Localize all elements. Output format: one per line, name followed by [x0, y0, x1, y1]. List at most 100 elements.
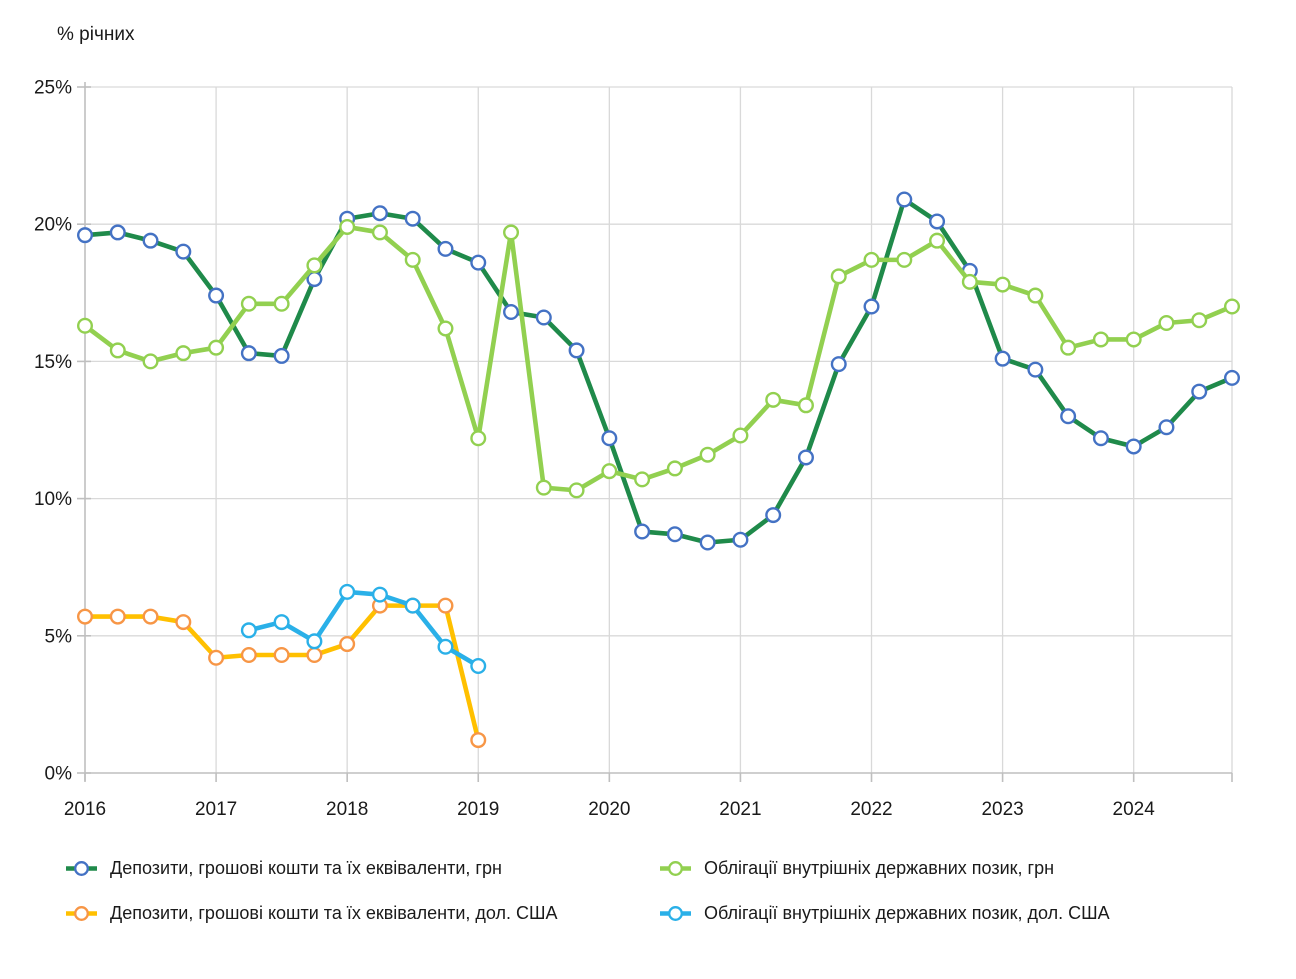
series-1-point	[929, 232, 946, 249]
series-1-point	[240, 295, 257, 312]
legend-marker-bonds-uah-icon	[660, 861, 691, 876]
series-1-point	[797, 397, 814, 414]
series-2-point	[76, 608, 93, 625]
series-0-point	[666, 526, 683, 543]
series-2-point	[175, 614, 192, 631]
legend-item-bonds-usd: Облігації внутрішніх державних позик, до…	[660, 903, 1110, 924]
series-2-point	[208, 649, 225, 666]
x-tick-label: 2019	[457, 799, 499, 820]
series-0-point	[109, 224, 126, 241]
series-1-point	[896, 251, 913, 268]
y-tick-label: 5%	[45, 626, 73, 647]
x-tick-label: 2024	[1113, 799, 1156, 820]
series-1-point	[503, 224, 520, 241]
chart-title: % річних	[57, 24, 135, 45]
series-1-point	[994, 276, 1011, 293]
series-1-point	[1158, 314, 1175, 331]
series-3-point	[273, 614, 290, 631]
series-3-point	[339, 583, 356, 600]
series-0-point	[1223, 369, 1240, 386]
series-0-point	[1191, 383, 1208, 400]
series-1-point	[1191, 312, 1208, 329]
y-tick-label: 0%	[45, 764, 73, 785]
series-1-point	[568, 482, 585, 499]
series-0-point	[503, 304, 520, 321]
series-2-point	[339, 636, 356, 653]
series-1-point	[273, 295, 290, 312]
series-0-point	[896, 191, 913, 208]
x-tick-label: 2023	[981, 799, 1023, 820]
series-line-0	[82, 197, 1235, 545]
series-1-point	[830, 268, 847, 285]
series-0-point	[1060, 408, 1077, 425]
series-1-point	[634, 471, 651, 488]
series-1-point	[601, 463, 618, 480]
series-0-point	[994, 350, 1011, 367]
legend-item-deposits-uah: Депозити, грошові кошти та їх еквівалент…	[66, 858, 660, 879]
series-1-point	[961, 273, 978, 290]
legend-item-deposits-usd: Депозити, грошові кошти та їх еквівалент…	[66, 903, 660, 924]
legend-marker-bonds-usd-icon	[660, 906, 691, 921]
series-2-point	[273, 647, 290, 664]
series-3-point	[437, 638, 454, 655]
series-0-point	[470, 254, 487, 271]
series-0-point	[1158, 419, 1175, 436]
series-1-point	[109, 342, 126, 359]
series-0-point	[273, 347, 290, 364]
series-1-point	[76, 317, 93, 334]
series-0-point	[797, 449, 814, 466]
series-0-point	[1125, 438, 1142, 455]
series-0-point	[568, 342, 585, 359]
series-2-point	[142, 608, 159, 625]
series-1-point	[437, 320, 454, 337]
series-1-point	[863, 251, 880, 268]
series-0-point	[634, 523, 651, 540]
series-1-point	[666, 460, 683, 477]
series-0-point	[699, 534, 716, 551]
series-0-point	[830, 356, 847, 373]
legend-label-bonds-usd: Облігації внутрішніх державних позик, до…	[704, 903, 1110, 923]
x-tick-label: 2016	[64, 799, 106, 820]
series-0-point	[240, 345, 257, 362]
series-0-point	[1027, 361, 1044, 378]
series-3-point	[470, 657, 487, 674]
series-1-point	[1092, 331, 1109, 348]
legend-item-bonds-uah: Облігації внутрішніх державних позик, гр…	[660, 858, 1110, 879]
series-0-point	[535, 309, 552, 326]
x-tick-label: 2017	[195, 799, 237, 820]
series-1-point	[1060, 339, 1077, 356]
series-1-point	[371, 224, 388, 241]
series-1-point	[765, 391, 782, 408]
series-1-point	[339, 218, 356, 235]
series-3-point	[240, 622, 257, 639]
legend-marker-deposits-uah-icon	[66, 861, 97, 876]
series-1-point	[1027, 287, 1044, 304]
series-1-point	[1125, 331, 1142, 348]
series-1-point	[699, 446, 716, 463]
series-0-point	[404, 210, 421, 227]
series-1-point	[1223, 298, 1240, 315]
series-3-point	[404, 597, 421, 614]
x-tick-label: 2022	[850, 799, 892, 820]
series-1-point	[208, 339, 225, 356]
y-tick-label: 25%	[34, 78, 72, 99]
series-0-point	[1092, 430, 1109, 447]
series-1-point	[306, 257, 323, 274]
series-1-point	[142, 353, 159, 370]
chart-legend: Депозити, грошові кошти та їх еквівалент…	[66, 846, 1110, 936]
series-2-point	[437, 597, 454, 614]
series-0-point	[601, 430, 618, 447]
series-2-point	[240, 647, 257, 664]
series-0-point	[175, 243, 192, 260]
y-tick-label: 15%	[34, 352, 72, 373]
series-3-point	[306, 633, 323, 650]
series-0-point	[863, 298, 880, 315]
y-tick-label: 20%	[34, 215, 72, 236]
series-2-point	[470, 732, 487, 749]
series-line-1	[82, 224, 1235, 493]
x-tick-label: 2020	[588, 799, 630, 820]
legend-label-deposits-usd: Депозити, грошові кошти та їх еквівалент…	[110, 903, 558, 923]
legend-marker-deposits-usd-icon	[66, 906, 97, 921]
x-tick-label: 2021	[719, 799, 761, 820]
